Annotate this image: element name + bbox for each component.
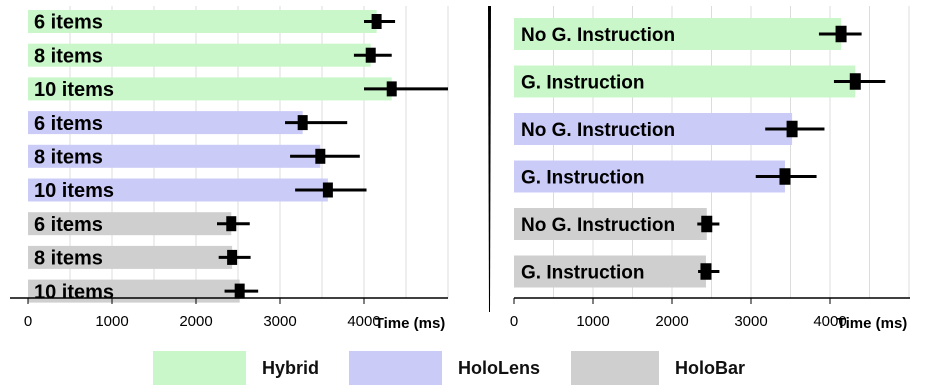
bar-hybrid [28,43,371,67]
bar-label: G. Instruction [521,72,645,93]
bar-label: G. Instruction [521,262,645,283]
legend-label: HoloLens [458,357,541,378]
mean-marker [835,25,847,43]
legend-label: HoloBar [675,357,746,378]
mean-marker [786,120,798,138]
legend-swatch [153,351,246,385]
bar-hybrid [28,10,377,33]
bar-label: 8 items [34,248,103,270]
mean-marker [315,148,326,164]
mean-marker [700,263,712,280]
bar-label: G. Instruction [521,167,645,188]
bar-holobar [514,255,706,288]
legend-label: Hybrid [262,357,320,378]
x-tick-label: 1000 [576,313,609,330]
bar-label: 10 items [34,281,114,303]
bar-label: 8 items [34,45,103,67]
mean-marker [701,215,713,233]
bar-hololens [28,111,303,135]
x-tick-label: 2000 [179,313,212,330]
legend-item-hololens: HoloLens [349,350,540,386]
chart-panel-items: 6 items 8 items 10 items 6 items 8 items 10 i… [10,6,449,332]
x-tick-label: 0 [510,313,518,330]
x-tick-label: 0 [24,313,32,330]
bar-holobar [28,279,240,303]
bar-label: 6 items [34,12,103,34]
legend-item-holobar: HoloBar [571,350,745,386]
chart-panel-instruction: No G. Instruction G. Instruction No G. Ins… [510,6,910,332]
bar-hybrid [28,77,392,101]
bar-hybrid [514,65,856,98]
bar-hololens [28,144,321,168]
bar-label: 6 items [34,113,103,135]
bar-label: 10 items [34,180,114,202]
mean-marker [849,73,861,90]
bar-hololens [28,178,328,202]
mean-marker [227,249,238,265]
bar-holobar [28,212,232,236]
x-axis-title: Time (ms) [375,315,446,332]
bar-label: No G. Instruction [521,215,675,236]
mean-marker [297,115,308,131]
panel-divider [488,6,491,312]
x-tick-label: 3000 [263,313,296,330]
bar-label: 8 items [34,147,103,169]
x-tick-label: 4000 [347,313,380,330]
x-tick-label: 1000 [95,313,128,330]
mean-marker [226,216,237,232]
x-tick-label: 4000 [813,313,846,330]
mean-marker [779,168,791,185]
bar-holobar [514,208,707,240]
legend-item-hybrid: Hybrid [153,350,319,386]
bar-hololens [514,113,793,145]
mean-marker [365,47,376,63]
legend-swatch [349,351,442,385]
legend: Hybrid HoloLens HoloBar [0,350,946,386]
mean-marker [234,283,245,299]
bar-label: 10 items [34,79,114,101]
mean-marker [371,14,382,29]
bar-hololens [514,160,785,193]
mean-marker [322,182,333,198]
x-axis-title: Time (ms) [837,315,908,332]
bar-label: No G. Instruction [521,25,675,46]
bar-label: 6 items [34,214,103,236]
bar-hybrid [514,18,842,50]
legend-swatch [571,351,659,385]
bar-label: No G. Instruction [521,120,675,141]
mean-marker [386,81,397,97]
bar-holobar [28,245,233,269]
x-tick-label: 2000 [655,313,688,330]
x-tick-label: 3000 [734,313,767,330]
